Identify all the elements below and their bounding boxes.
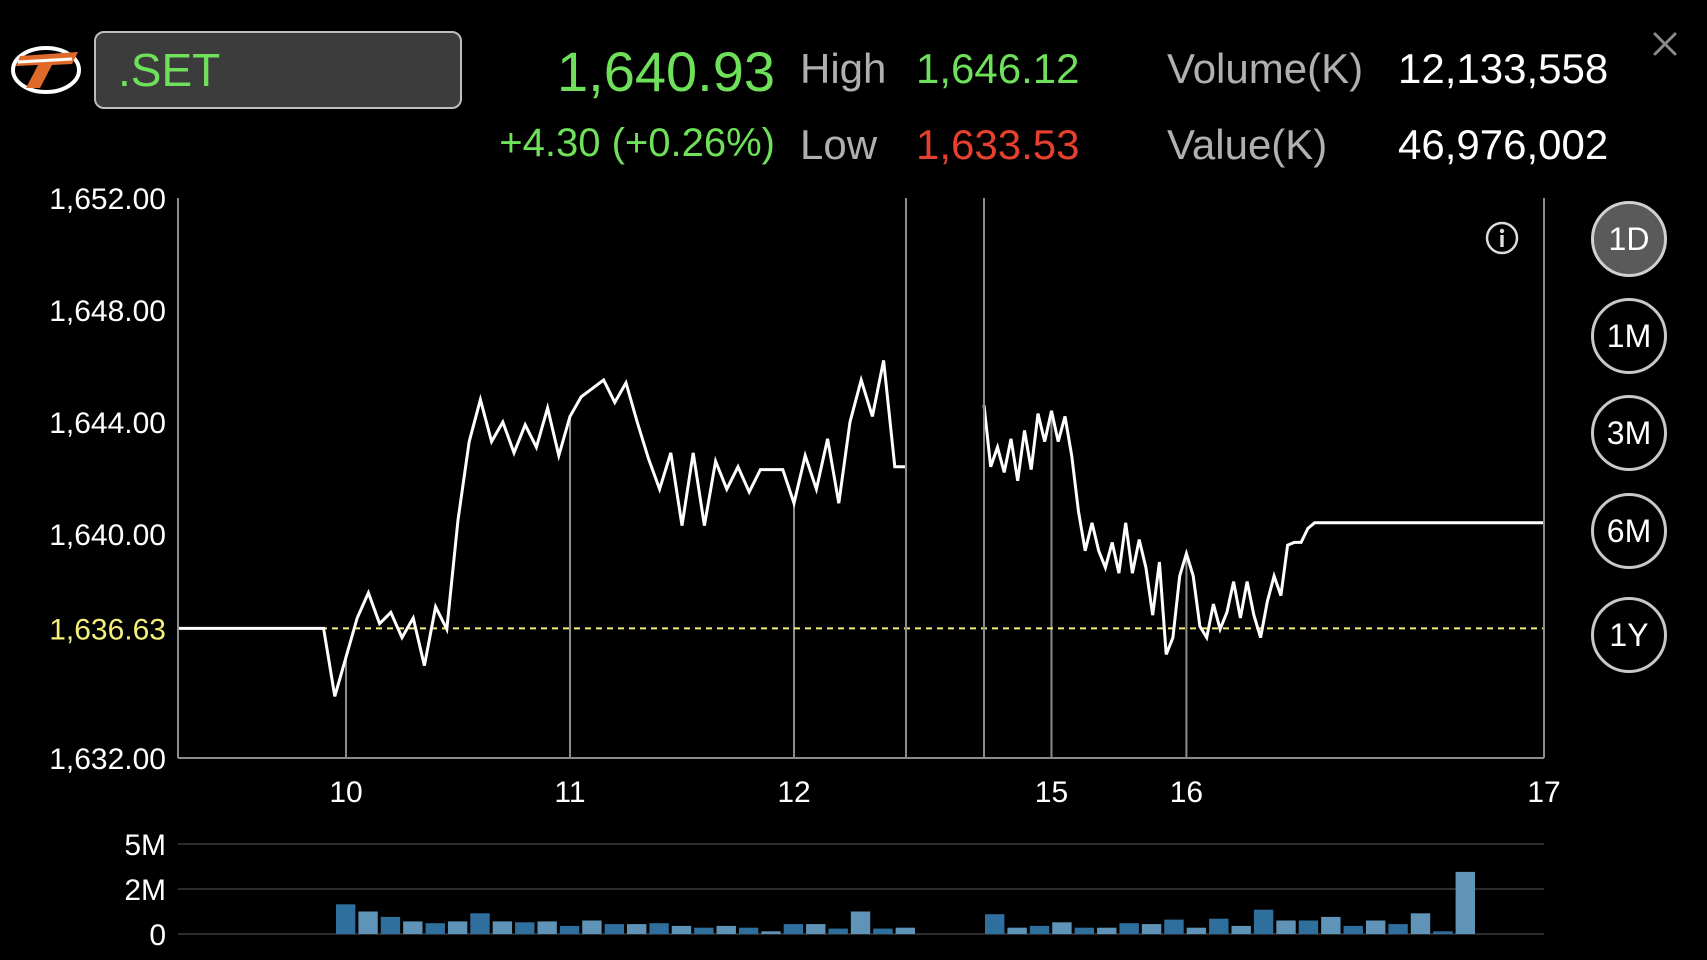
volume-bar <box>627 924 647 934</box>
volume-bar <box>1186 927 1207 934</box>
x-tick-label: 16 <box>1170 776 1203 809</box>
volume-bar <box>470 913 490 934</box>
volume-bar <box>336 904 356 934</box>
volume-bar <box>1007 927 1027 934</box>
volume-bar <box>1097 927 1117 934</box>
volume-label: Volume(K) <box>1167 45 1364 92</box>
volume-bar <box>761 931 781 934</box>
volume-bar <box>1052 922 1072 934</box>
volume-bar <box>1119 923 1139 934</box>
volume-bar <box>694 927 714 934</box>
volume-bar <box>806 924 826 934</box>
volume-bar <box>1074 927 1095 934</box>
volume-bar <box>1388 924 1408 934</box>
close-icon[interactable] <box>1645 24 1685 64</box>
volume-tick-label: 0 <box>149 919 166 952</box>
volume-bar <box>403 921 423 934</box>
volume-value: 12,133,558 <box>1398 45 1609 92</box>
y-tick-label: 1,644.00 <box>49 407 166 440</box>
volume-bar <box>873 928 893 934</box>
range-button-1y[interactable]: 1Y <box>1591 597 1667 673</box>
price-line-afternoon <box>982 405 1544 655</box>
x-tick-label: 11 <box>554 776 585 809</box>
volume-bar <box>1276 920 1296 934</box>
x-tick-label: 12 <box>777 776 810 809</box>
range-button-6m[interactable]: 6M <box>1591 493 1667 569</box>
low-value: 1,633.53 <box>916 121 1080 168</box>
volume-bar <box>537 921 557 934</box>
volume-bar <box>425 923 445 934</box>
volume-bar <box>1253 909 1274 934</box>
y-tick-label: 1,652.00 <box>49 183 166 216</box>
volume-bar <box>828 928 848 934</box>
price-change: +4.30 (+0.26%) <box>499 121 775 165</box>
x-tick-label: 10 <box>329 776 362 809</box>
volume-bar <box>604 924 624 934</box>
y-tick-label: 1,648.00 <box>49 295 166 328</box>
volume-bar <box>1164 919 1184 934</box>
volume-bar <box>358 911 378 934</box>
volume-bar <box>1410 913 1431 934</box>
volume-bar <box>850 911 871 934</box>
volume-bar <box>1141 924 1162 934</box>
value-label: Value(K) <box>1167 121 1328 168</box>
y-tick-label: 1,632.00 <box>49 743 166 776</box>
value-value: 46,976,002 <box>1398 121 1609 168</box>
price-line-morning <box>178 360 906 697</box>
x-tick-label: 15 <box>1035 776 1068 809</box>
volume-bar <box>1209 918 1229 934</box>
previous-close-label: 1,636.63 <box>49 613 166 646</box>
volume-bar <box>1231 925 1251 934</box>
volume-bar <box>1365 920 1386 934</box>
volume-bar <box>985 914 1005 934</box>
volume-bar <box>1321 916 1341 934</box>
volume-bar <box>559 925 580 934</box>
volume-bar <box>1029 925 1050 934</box>
range-button-1m[interactable]: 1M <box>1591 298 1667 374</box>
volume-bar <box>582 920 602 934</box>
high-value: 1,646.12 <box>916 45 1080 92</box>
app-logo-icon <box>11 46 81 94</box>
volume-bar <box>1298 920 1319 934</box>
volume-bar <box>1455 871 1475 934</box>
volume-bar <box>738 927 759 934</box>
info-icon[interactable] <box>1484 220 1520 256</box>
volume-bar <box>1343 925 1363 934</box>
low-label: Low <box>800 121 878 168</box>
volume-tick-label: 2M <box>124 874 166 907</box>
volume-tick-label: 5M <box>124 829 166 862</box>
x-tick-label: 17 <box>1527 776 1560 809</box>
volume-bar <box>1433 931 1453 934</box>
range-button-3m[interactable]: 3M <box>1591 395 1667 471</box>
volume-bar <box>380 916 401 934</box>
y-tick-label: 1,640.00 <box>49 519 166 552</box>
volume-bar <box>716 925 736 934</box>
volume-bar <box>783 924 804 934</box>
volume-bar <box>492 921 513 934</box>
last-price: 1,640.93 <box>557 40 775 103</box>
range-button-1d[interactable]: 1D <box>1591 201 1667 277</box>
symbol-input[interactable]: .SET <box>94 31 462 109</box>
volume-bar <box>671 925 692 934</box>
volume-bar <box>447 921 468 934</box>
high-label: High <box>800 45 887 92</box>
volume-bar <box>895 927 915 934</box>
volume-bar <box>515 922 535 934</box>
volume-bar <box>649 923 669 934</box>
